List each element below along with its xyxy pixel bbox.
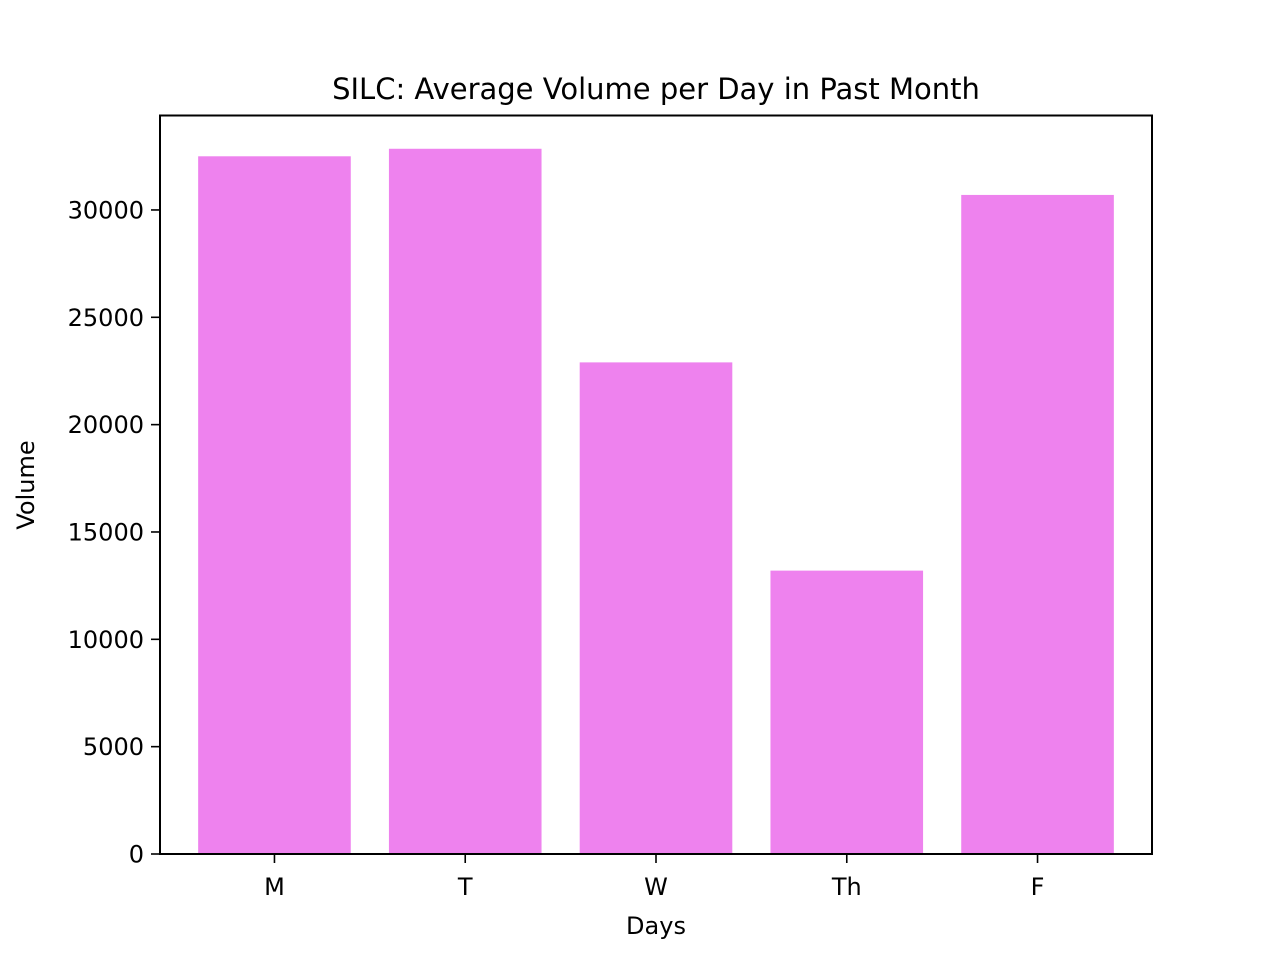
y-tick-label: 5000 [83, 733, 144, 761]
y-axis-title: Volume [12, 440, 40, 529]
y-axis-ticks: 0 5000 10000 15000 20000 25000 30000 [68, 196, 160, 869]
x-tick-label: Th [831, 873, 862, 901]
bar-m [198, 156, 351, 854]
y-tick-label: 25000 [68, 304, 144, 332]
y-tick-label: 10000 [68, 626, 144, 654]
bar-th [770, 570, 924, 854]
y-tick-label: 30000 [68, 196, 144, 224]
bar-t [388, 148, 542, 854]
bar-f [961, 194, 1114, 854]
y-tick-label: 20000 [68, 411, 144, 439]
x-tick-label: M [264, 873, 285, 901]
y-tick-label: 0 [129, 841, 144, 869]
plot-frame [159, 114, 1153, 855]
x-tick-label: F [1031, 873, 1045, 901]
x-axis-ticks: M T W Th F [264, 854, 1044, 901]
y-tick-label: 15000 [68, 518, 144, 546]
chart-title: SILC: Average Volume per Day in Past Mon… [332, 72, 980, 106]
bars-group [198, 148, 1114, 854]
x-tick-label: T [457, 873, 473, 901]
bar-w [579, 362, 733, 854]
x-tick-label: W [644, 873, 668, 901]
x-axis-title: Days [626, 912, 686, 940]
